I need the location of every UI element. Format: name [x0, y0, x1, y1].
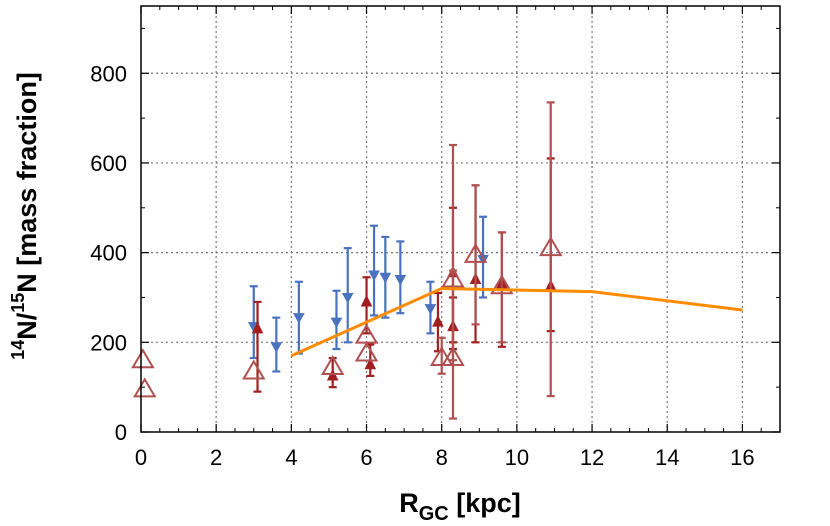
marker-triangle-up-open [441, 267, 465, 288]
marker-triangle-down [379, 272, 392, 284]
marker-triangle-down [394, 275, 407, 286]
marker-triangle-up-open [429, 346, 454, 367]
marker-triangle-up-open [441, 346, 465, 367]
marker-triangle-down [424, 304, 437, 315]
marker-triangle-up-open [242, 359, 266, 380]
marker-triangle-up-open [133, 377, 157, 398]
x-tick-label: 4 [285, 445, 297, 470]
marker-triangle-up-filled [360, 294, 373, 307]
x-tick-label: 14 [655, 445, 679, 470]
series-0 [247, 215, 489, 373]
x-tick-label: 0 [135, 445, 147, 470]
marker-triangle-down [477, 254, 489, 266]
marker-triangle-up-open [354, 341, 379, 362]
x-axis-title: RGC [kpc] [399, 488, 521, 525]
marker-triangle-up-open [490, 274, 514, 295]
marker-triangle-down [330, 317, 343, 329]
marker-triangle-down [341, 292, 354, 304]
axis-ticks [140, 6, 780, 433]
marker-triangle-up-open [131, 348, 155, 369]
grid-lines [141, 6, 780, 432]
y-tick-label: 600 [90, 151, 127, 176]
y-tick-label: 200 [90, 330, 127, 355]
marker-triangle-up-open [538, 236, 563, 257]
marker-triangle-up-open [463, 242, 488, 263]
marker-triangle-up-filled [251, 321, 264, 334]
x-tick-label: 6 [360, 445, 372, 470]
x-tick-label: 2 [210, 445, 222, 470]
series-3 [290, 287, 743, 358]
marker-triangle-down [270, 342, 283, 353]
marker-triangle-up-filled [364, 357, 377, 370]
plot-frame [140, 5, 781, 433]
model-line [290, 287, 743, 358]
series-2 [131, 101, 563, 420]
marker-triangle-up-open [320, 355, 345, 375]
y-axis-title: 14N/15N [mass fraction] [8, 72, 42, 360]
y-tick-label: 400 [90, 241, 127, 266]
x-tick-label: 10 [505, 445, 529, 470]
y-tick-label: 0 [115, 420, 127, 445]
marker-triangle-down [293, 313, 305, 324]
x-tick-label: 16 [730, 445, 754, 470]
marker-triangle-down [368, 270, 380, 282]
tick-labels: 0 2 4 6 8 10 12 14 16 0 200 400 600 800 [90, 61, 754, 470]
data-layer [131, 101, 743, 420]
marker-triangle-up-filled [432, 315, 444, 327]
y-tick-label: 800 [90, 61, 127, 86]
x-tick-label: 12 [580, 445, 604, 470]
x-tick-label: 8 [436, 445, 448, 470]
